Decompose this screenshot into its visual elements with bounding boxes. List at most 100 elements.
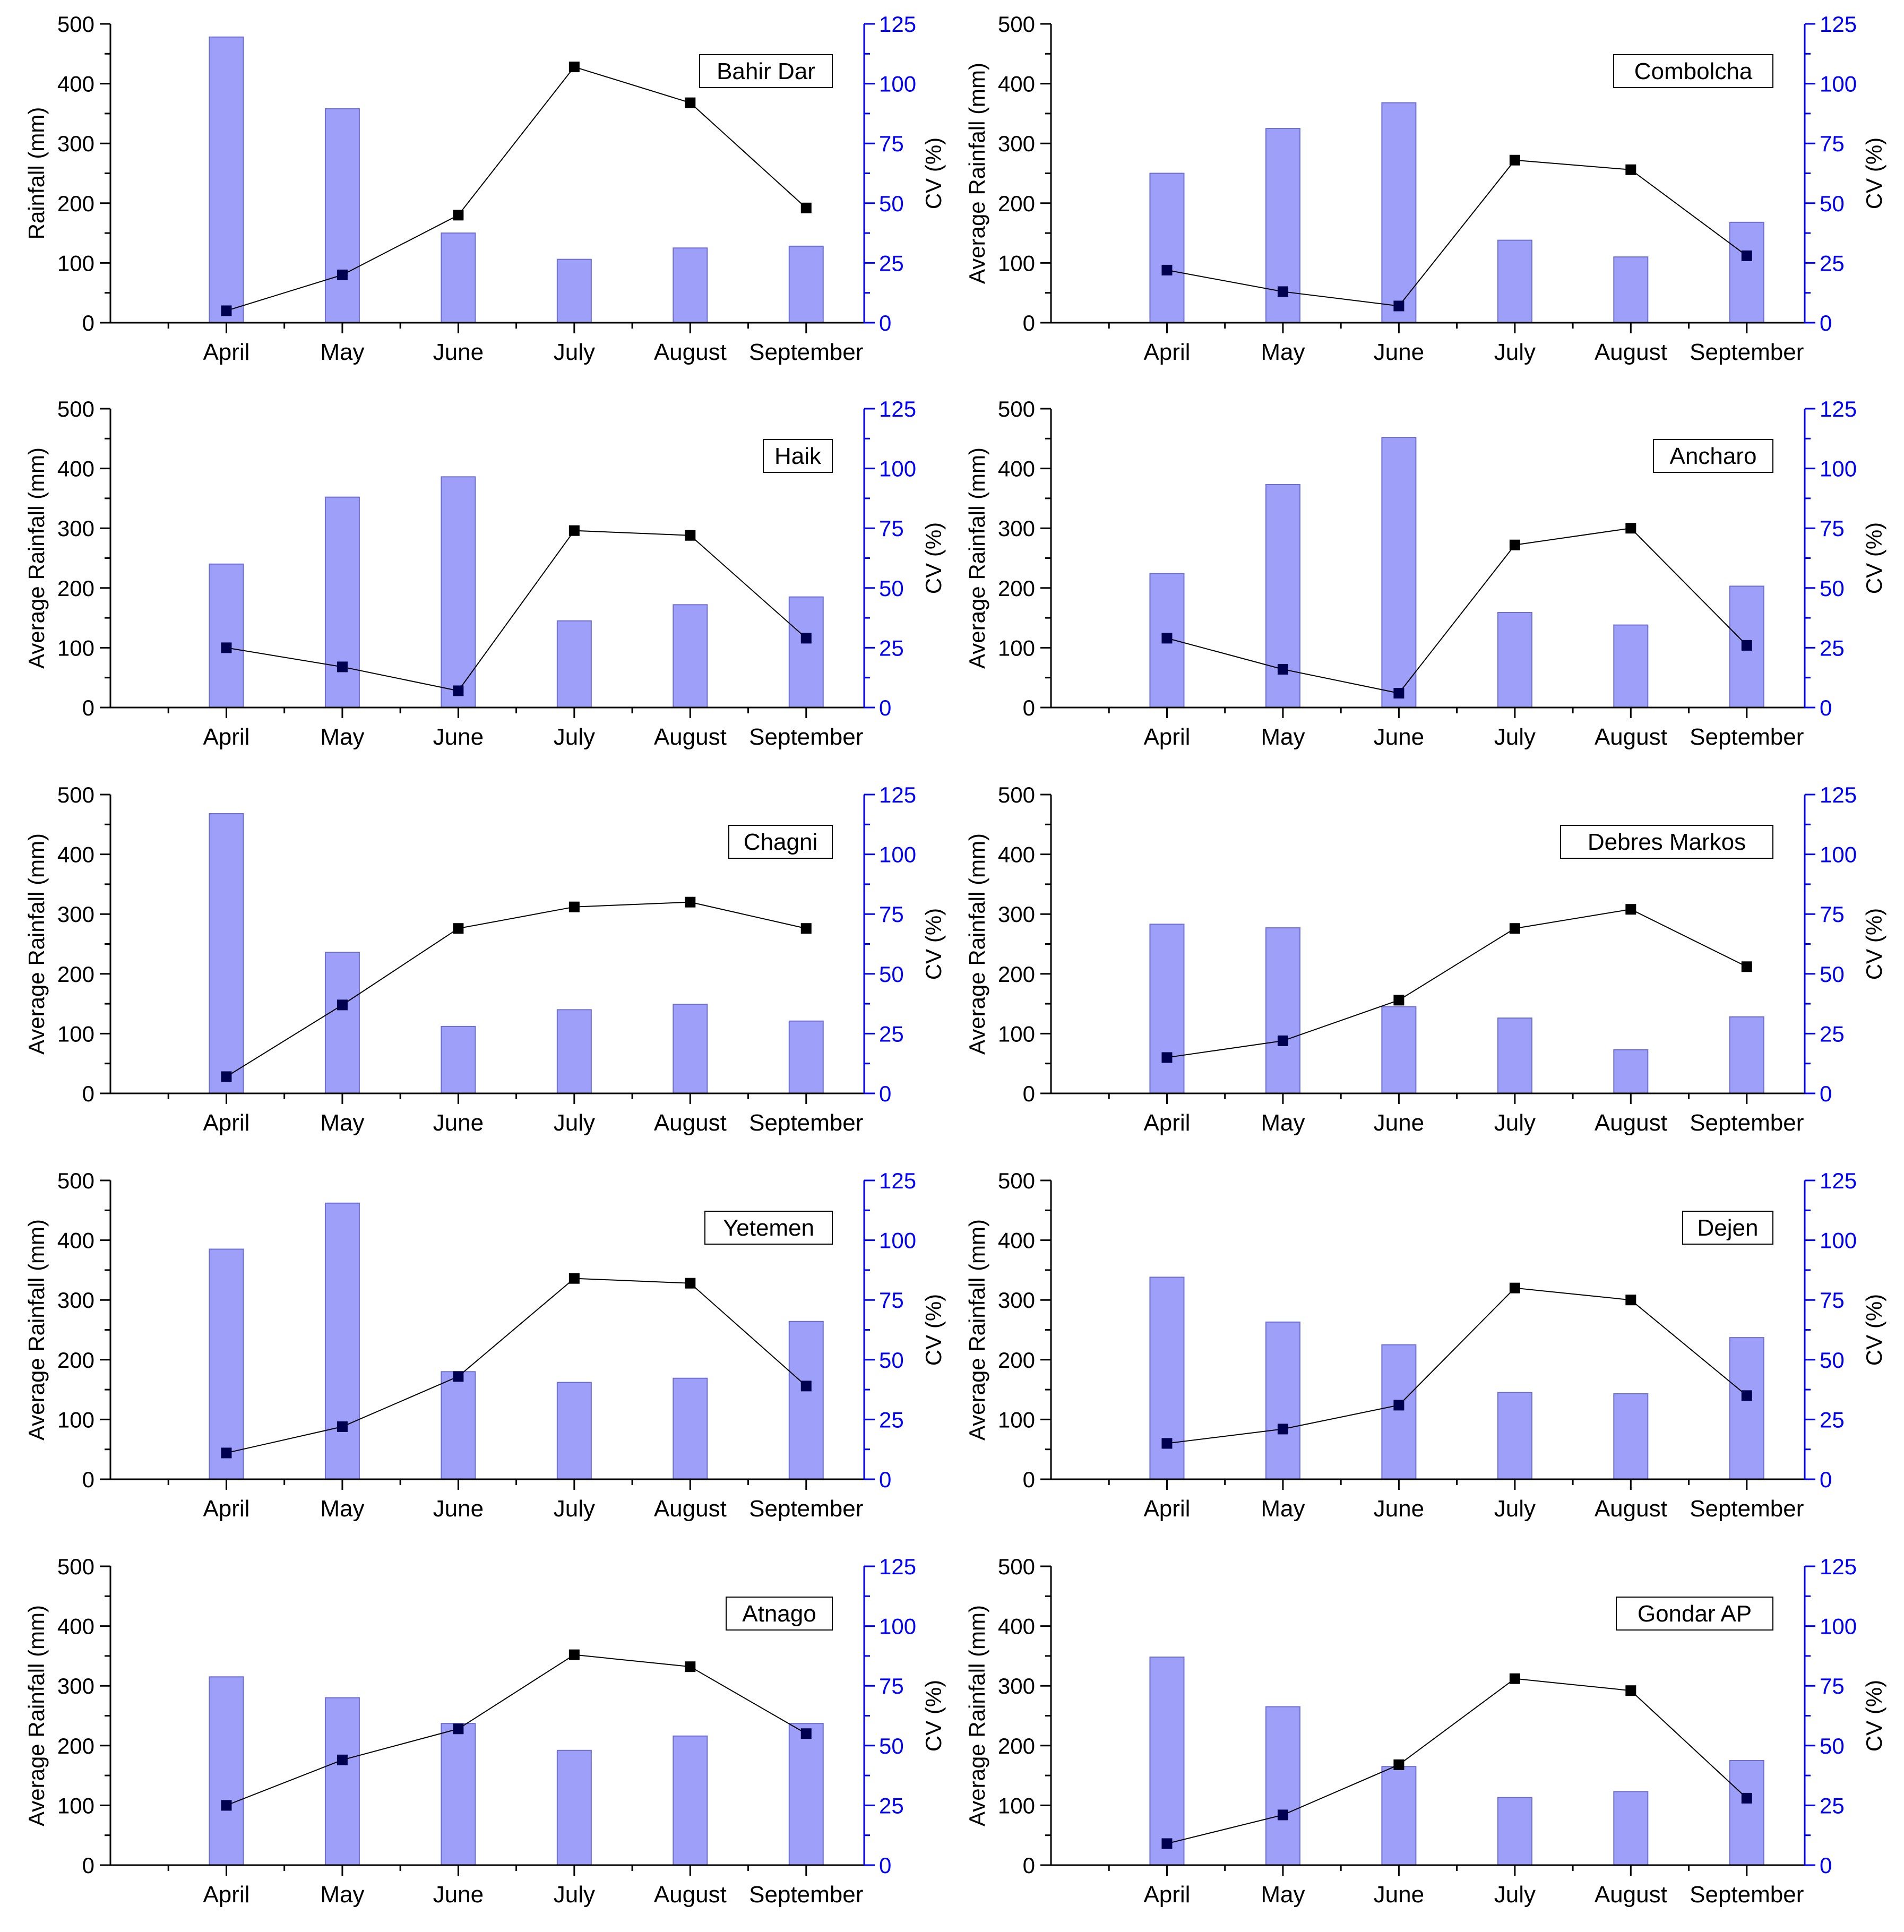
rainfall-bar xyxy=(1381,102,1417,324)
cv-line xyxy=(226,530,807,692)
cv-marker xyxy=(337,661,348,672)
cv-marker xyxy=(221,1800,232,1811)
right-tick-label: 25 xyxy=(879,1021,904,1046)
x-tick-label: June xyxy=(433,1882,484,1908)
rainfall-bar xyxy=(788,1723,824,1866)
cv-marker xyxy=(685,97,696,108)
cv-line xyxy=(226,1278,807,1454)
cv-marker xyxy=(568,1273,580,1284)
x-tick-label: August xyxy=(654,339,727,365)
rainfall-bar xyxy=(324,952,360,1094)
rainfall-bar xyxy=(673,1004,708,1094)
left-tick-label: 400 xyxy=(57,842,94,867)
right-tick-label: 25 xyxy=(1820,1407,1845,1432)
rainfall-bar xyxy=(673,604,708,708)
rainfall-bar xyxy=(673,1377,708,1480)
rainfall-bar xyxy=(556,1749,592,1866)
chart-panel-4: 0 100 200 300 400 500 0 25 50 75 100 125 April May Jun… xyxy=(964,396,1886,750)
left-tick-label: 300 xyxy=(998,131,1035,156)
cv-marker xyxy=(1509,1282,1520,1293)
right-tick-label: 75 xyxy=(879,902,904,927)
left-tick-label: 100 xyxy=(998,1793,1035,1818)
cv-marker xyxy=(800,923,812,934)
x-tick-label: May xyxy=(320,724,364,750)
left-tick-label: 0 xyxy=(82,1853,94,1878)
x-tick-label: July xyxy=(1494,1882,1536,1908)
x-tick-label: September xyxy=(749,724,863,750)
cv-marker xyxy=(453,1371,464,1382)
station-label: Gondar AP xyxy=(1638,1601,1752,1627)
cv-marker xyxy=(337,1421,348,1432)
right-axis-title: CV (%) xyxy=(1862,1680,1886,1752)
right-tick-label: 0 xyxy=(879,1081,891,1106)
left-tick-label: 300 xyxy=(998,1288,1035,1313)
cv-marker xyxy=(1625,1685,1636,1696)
cv-marker xyxy=(1393,687,1405,698)
rainfall-bar xyxy=(1381,437,1417,708)
cv-marker xyxy=(800,633,812,644)
cv-marker xyxy=(685,1278,696,1289)
left-tick-label: 100 xyxy=(998,251,1035,275)
station-label-box xyxy=(1616,1597,1773,1631)
right-axis-title: CV (%) xyxy=(921,1294,946,1366)
rainfall-bar xyxy=(1265,927,1300,1094)
cv-marker xyxy=(568,62,580,73)
x-tick-label: September xyxy=(749,1496,863,1522)
right-tick-label: 125 xyxy=(879,12,916,37)
x-tick-label: August xyxy=(1595,724,1667,750)
chart-panel-7: 0 100 200 300 400 500 0 25 50 75 100 125 April May Jun… xyxy=(24,1168,946,1522)
rainfall-bar xyxy=(441,232,476,323)
x-tick-label: May xyxy=(320,1882,364,1908)
left-tick-label: 500 xyxy=(57,396,94,421)
x-tick-label: July xyxy=(1494,339,1536,365)
rainfall-bar xyxy=(1497,611,1532,708)
cv-line xyxy=(1167,1287,1747,1444)
cv-marker xyxy=(1509,539,1520,550)
left-tick-label: 500 xyxy=(998,1168,1035,1193)
x-tick-label: August xyxy=(1595,1110,1667,1136)
x-tick-label: September xyxy=(749,339,863,365)
x-tick-label: July xyxy=(1494,724,1536,750)
right-tick-label: 125 xyxy=(1820,1554,1857,1579)
x-tick-label: June xyxy=(433,339,484,365)
rainfall-bar xyxy=(1381,1766,1417,1866)
right-axis-title: CV (%) xyxy=(1862,1294,1886,1366)
station-label: Debres Markos xyxy=(1588,829,1746,855)
left-tick-label: 200 xyxy=(998,191,1035,216)
cv-marker xyxy=(568,901,580,912)
x-tick-label: April xyxy=(1143,339,1190,365)
station-label-box xyxy=(704,1211,833,1245)
rainfall-bar xyxy=(788,1321,824,1480)
right-tick-label: 75 xyxy=(879,1674,904,1698)
station-label-box xyxy=(763,439,833,473)
left-tick-label: 0 xyxy=(1023,1853,1035,1878)
x-tick-label: August xyxy=(654,1110,727,1136)
left-tick-label: 500 xyxy=(998,396,1035,421)
cv-marker xyxy=(1741,640,1752,651)
right-tick-label: 100 xyxy=(879,72,916,97)
left-tick-label: 200 xyxy=(998,1348,1035,1373)
rainfall-bar xyxy=(1729,1337,1764,1480)
rainfall-bar xyxy=(1729,1760,1764,1866)
right-tick-label: 50 xyxy=(879,576,904,601)
cv-marker xyxy=(1625,164,1636,175)
right-tick-label: 0 xyxy=(1820,695,1832,720)
chart-panel-2: 0 100 200 300 400 500 0 25 50 75 100 125 April May Jun… xyxy=(964,12,1886,365)
station-label-box xyxy=(699,54,833,88)
left-tick-label: 300 xyxy=(57,1288,94,1313)
right-tick-label: 25 xyxy=(1820,635,1845,660)
station-label: Bahir Dar xyxy=(717,58,815,84)
right-tick-label: 75 xyxy=(1820,131,1845,156)
right-tick-label: 100 xyxy=(1820,456,1857,481)
rainfall-bar xyxy=(1149,924,1185,1094)
station-label: Ancharo xyxy=(1670,443,1757,469)
right-tick-label: 50 xyxy=(1820,191,1845,216)
chart-panel-5: 0 100 200 300 400 500 0 25 50 75 100 125 April May Jun… xyxy=(24,782,946,1136)
left-tick-label: 400 xyxy=(57,1228,94,1253)
chart-panel-6: 0 100 200 300 400 500 0 25 50 75 100 125 April May Jun… xyxy=(964,782,1886,1136)
rainfall-bar xyxy=(209,36,244,324)
right-axis-title: CV (%) xyxy=(921,908,946,980)
station-label: Chagni xyxy=(744,829,817,855)
chart-panel-10: 0 100 200 300 400 500 0 25 50 75 100 125 April May Jun… xyxy=(964,1554,1886,1908)
right-axis-title: CV (%) xyxy=(1862,908,1886,980)
